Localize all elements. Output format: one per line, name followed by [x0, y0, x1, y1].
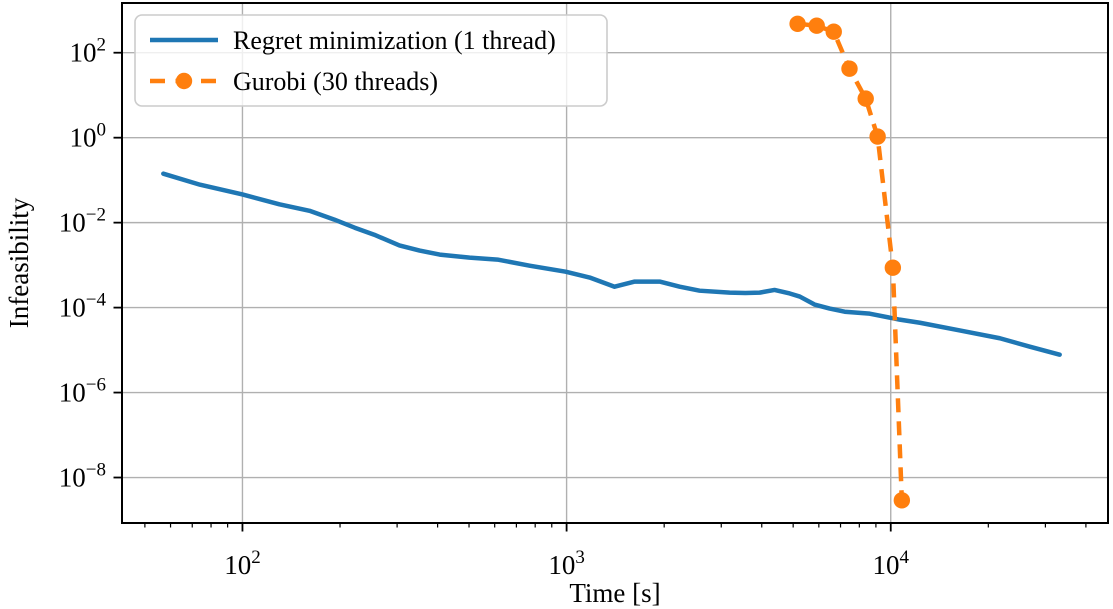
legend: Regret minimization (1 thread) Gurobi (30…	[134, 14, 608, 107]
gurobi-markers	[789, 15, 911, 509]
legend-entry: Gurobi (30 threads)	[150, 67, 438, 96]
gridlines	[122, 3, 1108, 523]
gurobi-marker	[808, 17, 825, 34]
gurobi-marker	[869, 128, 886, 145]
gurobi-line	[797, 21, 905, 501]
x-axis-label: Time [s]	[569, 578, 660, 608]
gurobi-marker	[884, 259, 902, 276]
axis-ticks	[113, 51, 1087, 532]
legend-marker	[175, 72, 193, 90]
axes-spines	[121, 2, 1109, 524]
gurobi-marker	[841, 60, 858, 77]
y-tick-label: 10−4	[59, 290, 107, 323]
gurobi-marker	[893, 492, 911, 509]
y-axis-label: Infeasibility	[4, 197, 34, 328]
regret-minimization-line	[161, 171, 1062, 357]
gurobi-marker	[857, 90, 874, 107]
gurobi-marker	[789, 15, 806, 32]
gurobi-marker	[825, 23, 842, 40]
legend-entry: Regret minimization (1 thread)	[150, 26, 556, 55]
legend-label: Gurobi (30 threads)	[233, 67, 438, 96]
legend-label: Regret minimization (1 thread)	[233, 26, 556, 55]
x-tick-label: 103	[548, 547, 585, 580]
legend-box	[134, 14, 608, 107]
